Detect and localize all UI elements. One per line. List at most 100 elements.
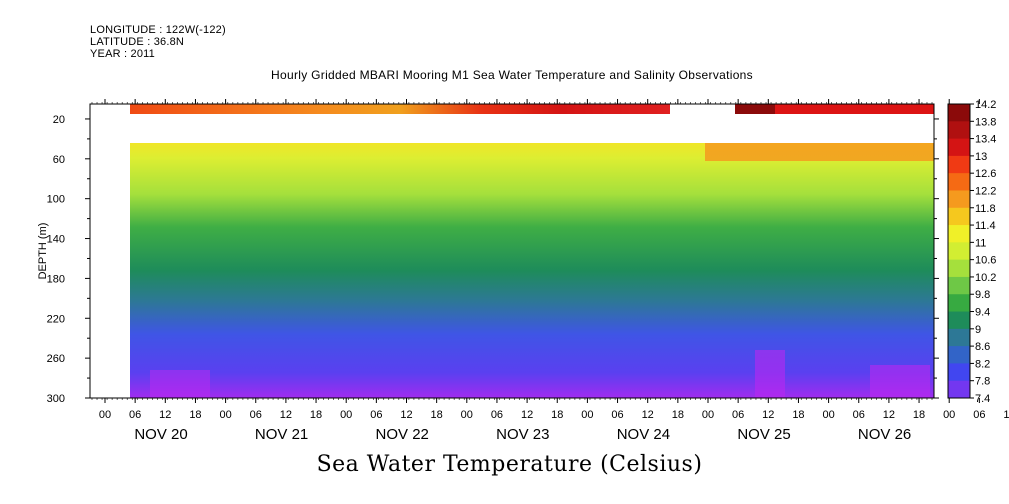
colorbar-swatch (948, 294, 970, 313)
x-day-label: NOV 23 (496, 426, 549, 443)
colorbar-label: 13 (975, 151, 987, 163)
x-hour-label: 00 (943, 409, 955, 421)
y-tick-label: 220 (47, 313, 65, 325)
x-day-label: NOV 21 (255, 426, 308, 443)
colorbar-label: 13.8 (975, 116, 996, 128)
colorbar: 14.2 13.8 13.4 13 12.6 12.2 11.8 11.4 11 10.6 10.2… (947, 99, 996, 405)
x-day-label: NOV 24 (617, 426, 670, 443)
colorbar-label: 8.2 (975, 358, 990, 370)
plot-area (89, 103, 935, 399)
x-hour-label: 18 (913, 409, 925, 421)
colorbar-label: 9.4 (975, 307, 990, 319)
x-hour-label: 12 (400, 409, 412, 421)
colorbar-label: 10.2 (975, 272, 996, 284)
x-hour-label: 06 (491, 409, 503, 421)
cold-patch-b (755, 350, 785, 398)
colorbar-swatch (948, 138, 970, 157)
y-tick-label: 180 (47, 273, 65, 285)
colorbar-swatch (948, 346, 970, 364)
x-hour-label: 12 (521, 409, 533, 421)
x-hour-label: 12 (883, 409, 895, 421)
colorbar-frame (947, 103, 971, 399)
warm-patch-right (705, 143, 934, 161)
latitude-label: LATITUDE : 36.8N (90, 36, 185, 48)
colorbar-swatch (948, 121, 970, 140)
x-axis: 00 06 12 18 00 06 12 18 00 06 12 18 00 06 12 18 00 06 12 18… (91, 99, 1009, 443)
x-day-label: NOV 26 (858, 426, 911, 443)
x-hour-label: 06 (732, 409, 744, 421)
colorbar-label: 10.6 (975, 255, 996, 267)
colorbar-label: 8.6 (975, 341, 990, 353)
y-tick-label: 100 (47, 194, 65, 206)
x-hour-label: 18 (551, 409, 563, 421)
x-hour-label: 12 (762, 409, 774, 421)
colorbar-swatch (948, 190, 970, 209)
colorbar-label: 12.6 (975, 168, 996, 180)
colorbar-label: 11 (975, 237, 986, 249)
colorbar-swatch (948, 276, 970, 295)
longitude-label: LONGITUDE : 122W(-122) (90, 24, 226, 36)
x-hour-label: 00 (581, 409, 593, 421)
chart-title: Hourly Gridded MBARI Mooring M1 Sea Wate… (271, 68, 753, 82)
x-hour-label: 06 (370, 409, 382, 421)
x-hour-label: 06 (853, 409, 865, 421)
colorbar-label: 9.8 (975, 289, 990, 301)
x-hour-label: 06 (611, 409, 623, 421)
colorbar-swatch (948, 328, 970, 347)
x-hour-label: 06 (973, 409, 985, 421)
y-tick-label: 20 (53, 114, 65, 126)
x-hour-label: 18 (189, 409, 201, 421)
x-hour-label: 06 (129, 409, 141, 421)
y-axis-label: DEPTH (m) (37, 223, 49, 280)
colorbar-swatch (948, 363, 970, 382)
colorbar-label: 7.8 (975, 376, 990, 388)
x-hour-label: 18 (672, 409, 684, 421)
colorbar-swatch (948, 380, 970, 399)
x-hour-label: 12 (642, 409, 654, 421)
x-day-label: NOV 22 (376, 426, 429, 443)
data-field (130, 143, 934, 398)
cold-patch-a (150, 370, 210, 398)
x-hour-label: 18 (431, 409, 443, 421)
colorbar-label: 14.2 (975, 99, 996, 111)
colorbar-label: 7.4 (975, 393, 990, 405)
colorbar-swatch (948, 155, 970, 174)
surface-band-right (735, 104, 934, 114)
colorbar-swatch (948, 225, 970, 243)
x-hour-label: 18 (310, 409, 322, 421)
x-hour-label: 18 (792, 409, 804, 421)
x-day-label: NOV 25 (737, 426, 790, 443)
colorbar-swatch (948, 104, 970, 122)
x-day-label: NOV 20 (134, 426, 187, 443)
colorbar-swatch (948, 242, 970, 261)
x-hour-label: 12 (280, 409, 292, 421)
y-tick-label: 60 (53, 154, 65, 166)
x-hour-label: 00 (461, 409, 473, 421)
colorbar-label: 9 (975, 324, 981, 336)
chart-subtitle: Sea Water Temperature (Celsius) (316, 452, 703, 477)
colorbar-swatch (948, 259, 970, 278)
x-hour-label: 00 (219, 409, 231, 421)
colorbar-swatch (948, 207, 970, 226)
x-hour-label: 12 (1003, 409, 1009, 421)
colorbar-label: 11.8 (975, 203, 996, 215)
colorbar-swatch (948, 311, 970, 330)
y-tick-label: 140 (47, 234, 65, 246)
cold-patch-c (870, 365, 930, 398)
x-hour-label: 06 (250, 409, 262, 421)
plot-frame (89, 103, 935, 399)
x-hour-label: 00 (822, 409, 834, 421)
colorbar-label: 12.2 (975, 185, 996, 197)
x-hour-label: 00 (340, 409, 352, 421)
x-hour-label: 12 (159, 409, 171, 421)
metadata-block: LONGITUDE : 122W(-122) LATITUDE : 36.8N … (90, 24, 226, 60)
y-axis: 20 60 100 140 180 220 260 300 (47, 114, 939, 405)
surface-band-dark (735, 104, 775, 114)
surface-band-left (130, 104, 670, 114)
colorbar-label: 13.4 (975, 134, 996, 146)
year-label: YEAR : 2011 (90, 48, 155, 60)
y-tick-label: 300 (47, 393, 65, 405)
colorbar-label: 11.4 (975, 220, 996, 232)
y-tick-label: 260 (47, 353, 65, 365)
